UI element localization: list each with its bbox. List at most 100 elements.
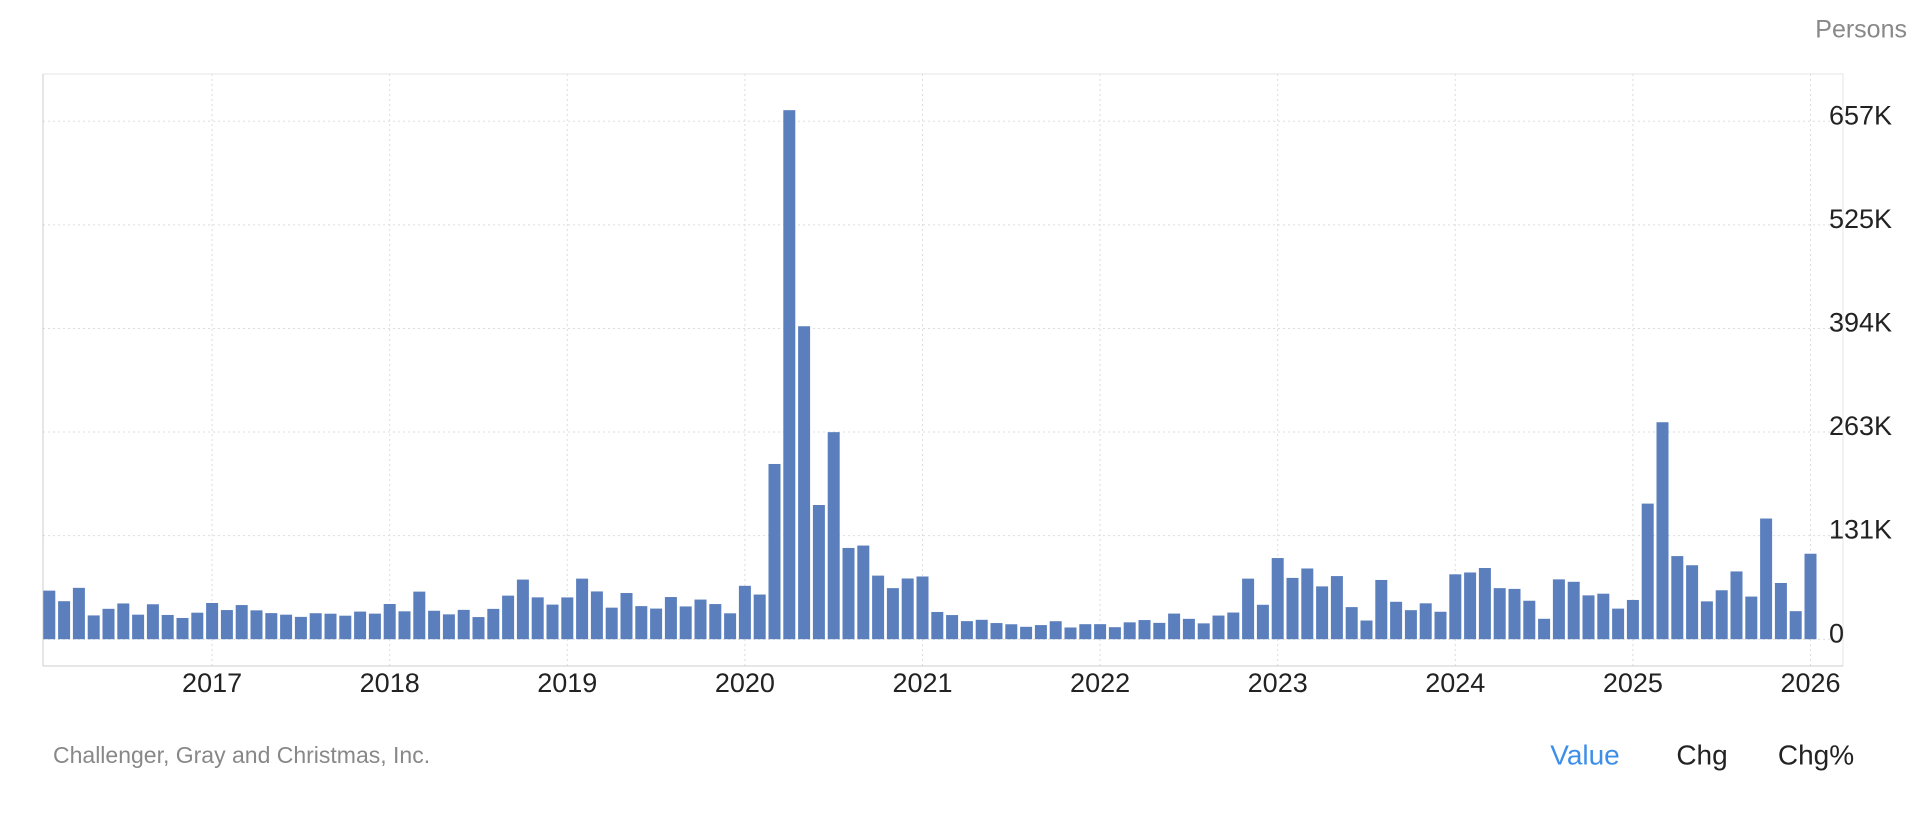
bar (1789, 611, 1802, 640)
bar (413, 591, 426, 640)
y-tick-label: 657K (1829, 100, 1892, 130)
bar (1700, 601, 1713, 640)
y-tick-label: 525K (1829, 204, 1892, 234)
bar (783, 110, 796, 640)
bar (309, 613, 322, 640)
bar (280, 614, 293, 640)
bar (1108, 627, 1121, 640)
bar (768, 463, 781, 640)
bar (1375, 579, 1388, 640)
unit-label: Persons (1815, 16, 1907, 44)
bar (650, 608, 663, 640)
bar (1745, 596, 1758, 640)
bar (1286, 577, 1299, 640)
bar (1390, 601, 1403, 640)
bar (1049, 621, 1062, 640)
bar (605, 607, 618, 640)
bar (1449, 574, 1462, 640)
bar (960, 621, 973, 640)
x-tick-label: 2017 (182, 668, 242, 698)
bar (1034, 625, 1047, 640)
bar (1774, 582, 1787, 640)
bar (679, 606, 692, 640)
bar (1242, 578, 1255, 640)
bar (294, 616, 307, 640)
bar (990, 623, 1003, 640)
bar (1686, 565, 1699, 640)
bar (339, 615, 352, 640)
bar (1301, 568, 1314, 640)
bar (901, 578, 914, 640)
bar (117, 603, 130, 640)
bar (1153, 622, 1166, 640)
bar (1582, 595, 1595, 640)
bar (812, 505, 825, 640)
bar (161, 614, 174, 640)
bar (43, 590, 56, 640)
bar (531, 597, 544, 640)
bar (842, 547, 855, 640)
bar (1419, 603, 1432, 640)
bar (1434, 611, 1447, 640)
tab-value[interactable]: Value (1550, 739, 1620, 770)
tab-chg[interactable]: Chg (1676, 739, 1727, 770)
bar (398, 611, 411, 640)
bar (428, 610, 441, 640)
bar (546, 604, 559, 640)
bar (265, 613, 278, 640)
bar (1567, 581, 1580, 640)
bar (87, 615, 100, 640)
bar (72, 587, 85, 640)
bar (709, 604, 722, 640)
x-tick-label: 2022 (1070, 668, 1130, 698)
x-tick-label: 2021 (892, 668, 952, 698)
bar (1597, 593, 1610, 640)
bar (146, 604, 159, 640)
bar (975, 619, 988, 640)
bar (1079, 624, 1092, 640)
bar (1656, 422, 1669, 640)
bar (1671, 556, 1684, 640)
y-tick-label: 263K (1829, 411, 1892, 441)
bar (250, 610, 263, 640)
bar (1330, 576, 1343, 640)
bar (1360, 620, 1373, 640)
bar (472, 617, 485, 640)
bar (383, 603, 396, 640)
bar (916, 576, 929, 640)
bar (724, 613, 737, 640)
bar (1523, 600, 1536, 640)
bar (1123, 622, 1136, 640)
bar (1227, 612, 1240, 640)
bar (1212, 615, 1225, 640)
bar (931, 611, 944, 640)
bar (1626, 599, 1639, 640)
x-tick-label: 2024 (1425, 668, 1485, 698)
bar (1760, 518, 1773, 640)
y-tick-label: 131K (1829, 515, 1892, 545)
y-tick-label: 0 (1829, 618, 1844, 648)
bar (1464, 572, 1477, 640)
bar (487, 608, 500, 640)
bar (1538, 618, 1551, 640)
bar (1094, 624, 1107, 640)
plot-frame (42, 73, 1844, 667)
source: Challenger, Gray and Christmas, Inc. (53, 742, 430, 768)
bar (1612, 608, 1625, 640)
bar (1715, 590, 1728, 640)
bar (620, 593, 633, 640)
bar (798, 326, 811, 640)
bar (1271, 558, 1284, 640)
bar (58, 601, 71, 640)
bar (635, 606, 648, 640)
bar (1508, 588, 1521, 640)
bar (1138, 620, 1151, 640)
tab-chg-pct[interactable]: Chg% (1778, 739, 1854, 770)
bar (324, 613, 337, 640)
bar (561, 597, 574, 640)
x-tick-label: 2018 (360, 668, 420, 698)
bar (191, 612, 204, 640)
bar (457, 609, 470, 640)
